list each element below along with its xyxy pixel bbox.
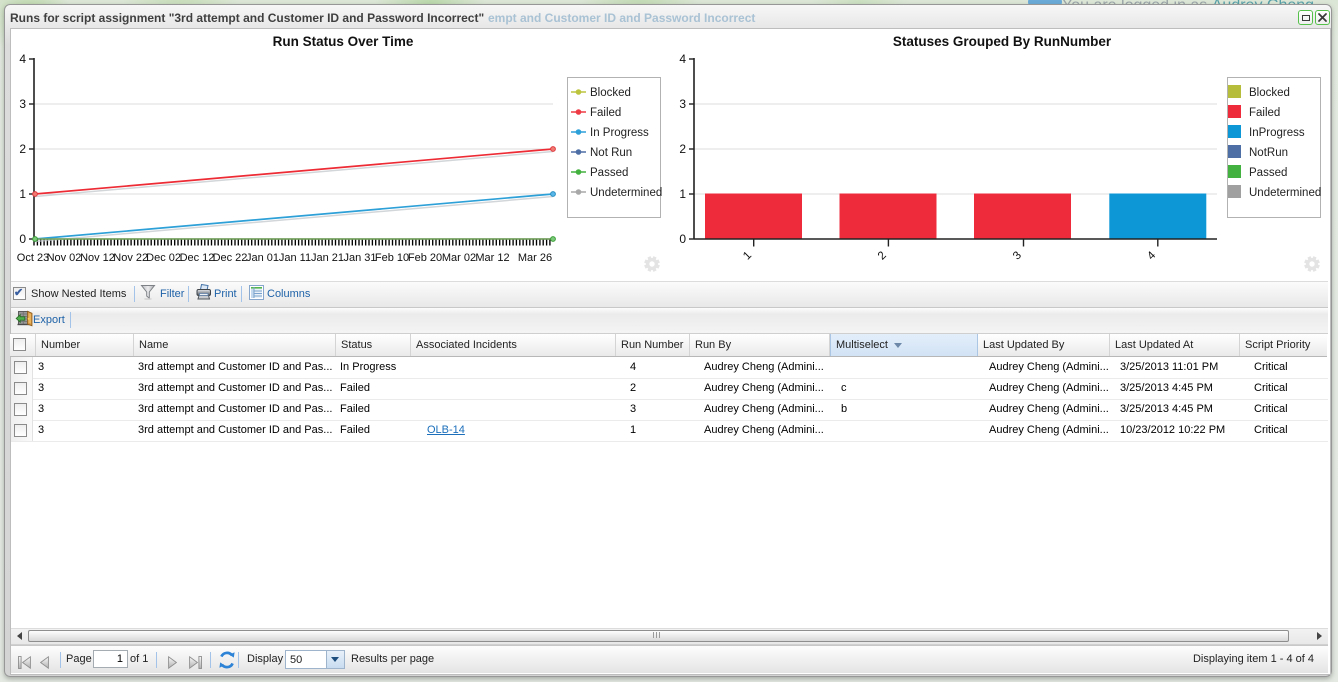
svg-text:Nov 02: Nov 02 [47, 252, 82, 264]
svg-text:Dec 22: Dec 22 [213, 252, 248, 264]
svg-text:4: 4 [679, 52, 686, 66]
svg-text:3: 3 [1011, 249, 1024, 262]
svg-text:Jan 11: Jan 11 [279, 252, 311, 264]
svg-text:Failed: Failed [590, 107, 621, 119]
svg-text:3: 3 [19, 97, 26, 111]
svg-text:2: 2 [876, 249, 889, 262]
svg-text:Jan 21: Jan 21 [311, 252, 344, 264]
svg-text:1: 1 [19, 187, 26, 201]
svg-text:1: 1 [679, 187, 686, 201]
svg-text:Nov 22: Nov 22 [113, 252, 148, 264]
svg-text:Blocked: Blocked [1249, 87, 1290, 99]
svg-text:1: 1 [741, 249, 754, 262]
svg-text:Not Run: Not Run [590, 147, 632, 159]
svg-text:Mar 12: Mar 12 [475, 252, 509, 264]
svg-text:Statuses Grouped By RunNumber: Statuses Grouped By RunNumber [893, 34, 1112, 49]
svg-text:Undetermined: Undetermined [1249, 187, 1321, 199]
svg-text:0: 0 [679, 232, 686, 246]
svg-text:Feb 10: Feb 10 [375, 252, 409, 264]
svg-text:Jan 01: Jan 01 [246, 252, 279, 264]
svg-text:Mar 26: Mar 26 [518, 252, 552, 264]
svg-text:Passed: Passed [590, 167, 628, 179]
svg-text:2: 2 [679, 142, 686, 156]
svg-text:Run Status Over Time: Run Status Over Time [273, 34, 414, 49]
svg-text:2: 2 [19, 142, 26, 156]
svg-text:Nov 12: Nov 12 [80, 252, 115, 264]
svg-text:Blocked: Blocked [590, 87, 631, 99]
svg-text:InProgress: InProgress [1249, 127, 1305, 139]
svg-text:Mar 02: Mar 02 [442, 252, 476, 264]
svg-text:Undetermined: Undetermined [590, 187, 662, 199]
svg-text:4: 4 [1145, 249, 1158, 262]
svg-text:In Progress: In Progress [590, 127, 649, 139]
svg-text:Oct 23: Oct 23 [17, 252, 49, 264]
svg-text:Passed: Passed [1249, 167, 1287, 179]
svg-text:4: 4 [19, 52, 26, 66]
svg-text:NotRun: NotRun [1249, 147, 1288, 159]
svg-text:Dec 12: Dec 12 [180, 252, 215, 264]
svg-text:Failed: Failed [1249, 107, 1280, 119]
svg-text:3: 3 [679, 97, 686, 111]
svg-text:Jan 31: Jan 31 [343, 252, 376, 264]
svg-text:Dec 02: Dec 02 [146, 252, 181, 264]
svg-text:Feb 20: Feb 20 [408, 252, 442, 264]
svg-text:0: 0 [19, 232, 26, 246]
